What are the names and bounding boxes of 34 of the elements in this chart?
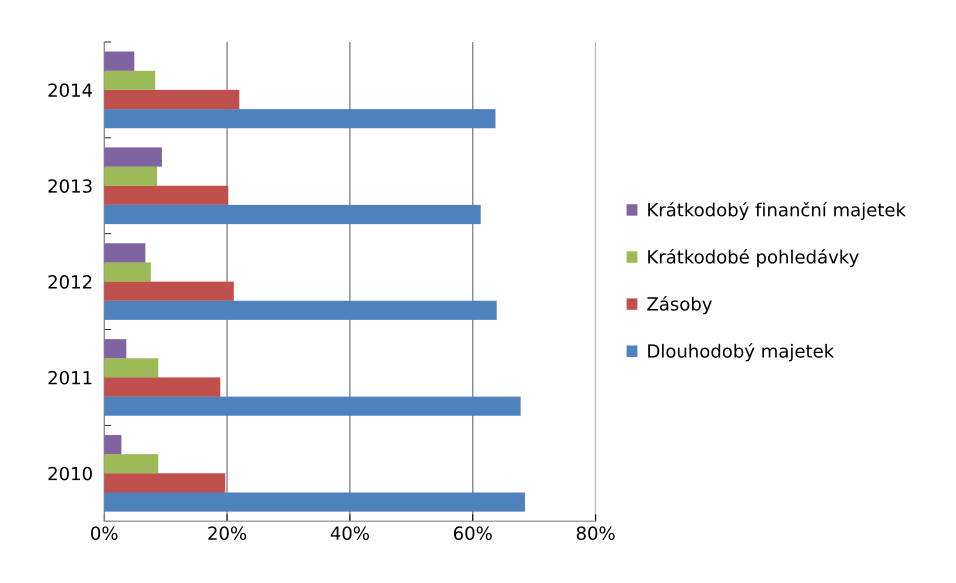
y-tick-label: 2012 bbox=[48, 275, 92, 289]
legend-label: Krátkodobé pohledávky bbox=[648, 248, 859, 268]
bar bbox=[104, 243, 146, 262]
bar bbox=[104, 492, 525, 512]
y-tick-label: 2014 bbox=[48, 83, 92, 98]
bar bbox=[104, 147, 162, 167]
x-tick-label: 0% bbox=[91, 526, 118, 540]
bar bbox=[104, 377, 220, 397]
bar bbox=[104, 109, 496, 128]
x-tick-label: 60% bbox=[454, 526, 492, 540]
bar bbox=[104, 262, 151, 282]
y-tick-label: 2010 bbox=[48, 466, 92, 480]
bar bbox=[104, 186, 228, 205]
legend-label: Krátkodobý finanční majetek bbox=[648, 202, 906, 220]
bar bbox=[104, 434, 122, 454]
bar bbox=[104, 52, 134, 71]
x-tick-label: 20% bbox=[208, 526, 246, 540]
bar bbox=[104, 473, 226, 492]
x-tick-label: 40% bbox=[330, 526, 369, 540]
bar bbox=[104, 70, 156, 90]
bar bbox=[104, 166, 158, 186]
y-tick-label: 2013 bbox=[48, 179, 92, 193]
bar bbox=[104, 358, 158, 378]
bar bbox=[104, 90, 240, 110]
bar bbox=[104, 282, 234, 301]
y-tick-label: 2011 bbox=[48, 370, 92, 385]
legend-label: Dlouhodobý majetek bbox=[648, 343, 834, 362]
bar bbox=[104, 300, 497, 320]
bar bbox=[104, 339, 126, 358]
x-tick-label: 80% bbox=[576, 526, 615, 540]
bar bbox=[104, 396, 521, 416]
legend-label: Zásoby bbox=[647, 296, 712, 314]
bar bbox=[104, 204, 481, 224]
bar bbox=[104, 454, 158, 474]
